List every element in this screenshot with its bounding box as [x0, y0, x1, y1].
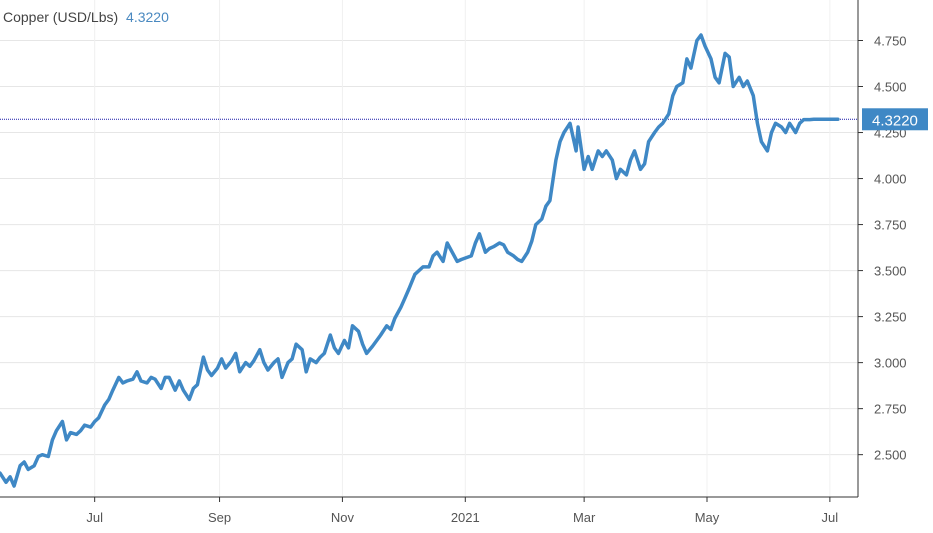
y-tick-label: 3.750 [874, 218, 907, 233]
chart-title-bar: Copper (USD/Lbs) 4.3220 [3, 9, 169, 25]
current-value-badge [862, 108, 928, 131]
y-tick-label: 4.500 [874, 80, 907, 95]
y-tick-label: 3.000 [874, 356, 907, 371]
x-tick-label: May [695, 510, 720, 525]
y-tick-label: 2.500 [874, 448, 907, 463]
price-series-line [0, 33, 840, 488]
y-tick-label: 4.750 [874, 33, 907, 48]
x-tick-label: Nov [331, 510, 355, 525]
y-tick-label: 3.500 [874, 264, 907, 279]
current-price-value: 4.3220 [126, 9, 169, 25]
current-value-badge-label: 4.3220 [872, 112, 918, 129]
y-tick-label: 2.750 [874, 402, 907, 417]
x-tick-label: Jul [86, 510, 103, 525]
y-tick-label: 3.250 [874, 310, 907, 325]
x-tick-label: Sep [208, 510, 231, 525]
x-tick-label: 2021 [451, 510, 480, 525]
x-tick-label: Jul [822, 510, 839, 525]
chart-title: Copper (USD/Lbs) [3, 9, 119, 25]
y-tick-label: 4.000 [874, 172, 907, 187]
x-tick-label: Mar [573, 510, 596, 525]
